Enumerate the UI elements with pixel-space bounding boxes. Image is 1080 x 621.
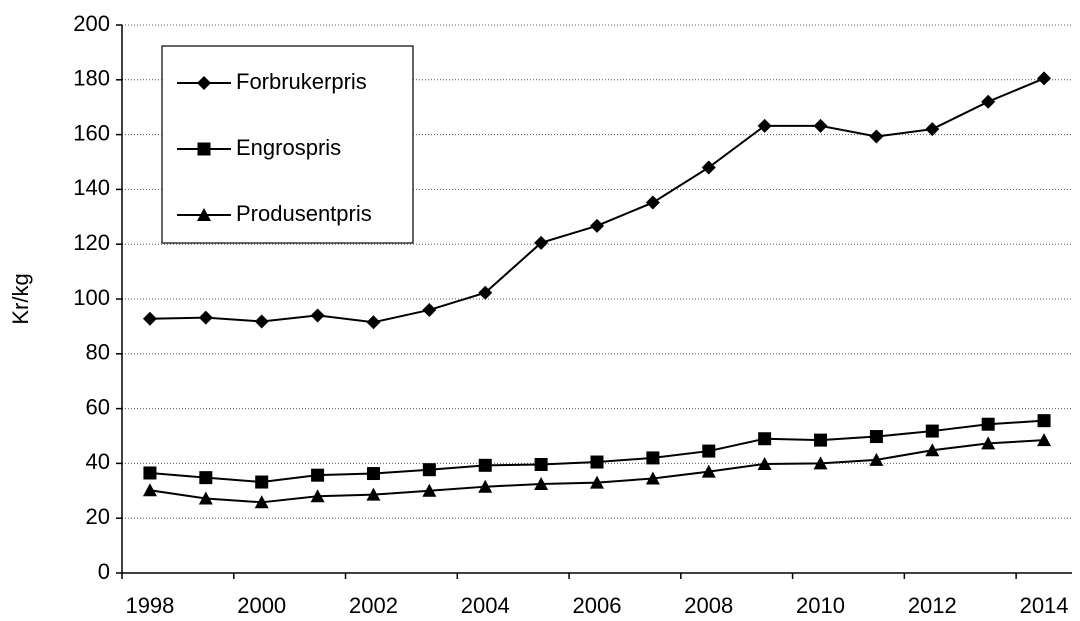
marker [199,471,213,485]
marker [254,314,269,329]
marker [590,218,604,233]
marker [645,195,660,210]
marker [757,118,772,133]
marker [478,479,493,493]
y-tick-label: 140 [73,175,110,200]
marker [869,430,883,444]
marker [310,489,325,503]
marker [197,208,211,221]
marker [198,491,213,505]
marker [813,118,828,133]
marker [366,467,380,481]
legend: Forbrukerpris Engrospris Produsentpris [161,45,414,244]
marker [813,456,828,470]
marker [422,483,437,497]
y-tick-label: 100 [73,285,110,310]
series-line [149,419,1045,484]
marker [645,471,660,485]
marker [142,483,157,497]
marker [478,285,493,300]
marker [981,417,995,431]
x-tick-label: 2008 [684,593,733,618]
y-tick-label: 200 [73,11,110,36]
marker [701,160,716,175]
marker [534,235,549,250]
marker [198,310,213,325]
marker [646,451,660,465]
series-line [149,439,1045,504]
marker [534,476,549,490]
marker [422,463,436,477]
legend-label: Engrospris [236,135,341,160]
x-tick-label: 2004 [461,593,510,618]
y-tick-label: 160 [73,120,110,145]
marker [869,452,884,466]
y-tick-label: 20 [86,504,110,529]
x-tick-label: 1998 [125,593,174,618]
marker [1037,433,1052,447]
marker [366,487,381,501]
marker [981,436,996,450]
y-tick-label: 180 [73,66,110,91]
marker [925,424,939,438]
marker [478,458,492,472]
y-tick-label: 40 [86,449,110,474]
marker [534,457,548,471]
x-tick-label: 2002 [349,593,398,618]
marker [1037,414,1051,428]
x-tick-label: 2010 [796,593,845,618]
marker [254,495,269,509]
marker [702,444,716,458]
x-tick-label: 2000 [237,593,286,618]
marker [758,432,772,446]
marker [869,129,884,144]
x-tick-label: 2014 [1020,593,1069,618]
marker [925,122,940,137]
y-axis-label: Kr/kg [8,273,33,324]
marker [311,468,325,482]
marker [197,76,211,90]
marker [1037,71,1052,86]
marker [701,464,716,478]
y-tick-label: 60 [86,394,110,419]
y-tick-label: 120 [73,230,110,255]
marker [255,475,269,489]
marker [142,311,157,326]
x-tick-label: 2012 [908,593,957,618]
marker [757,456,772,470]
y-tick-label: 0 [98,559,110,584]
marker [422,302,437,317]
legend-label: Forbrukerpris [236,69,367,94]
y-tick-label: 80 [86,340,110,365]
marker [925,443,940,457]
marker [143,466,157,480]
x-tick-label: 2006 [573,593,622,618]
marker [814,433,828,447]
marker [981,94,996,109]
legend-label: Produsentpris [236,201,372,226]
marker [366,315,381,330]
marker [310,308,325,323]
marker [590,455,604,469]
marker [197,142,211,156]
marker [590,475,604,489]
